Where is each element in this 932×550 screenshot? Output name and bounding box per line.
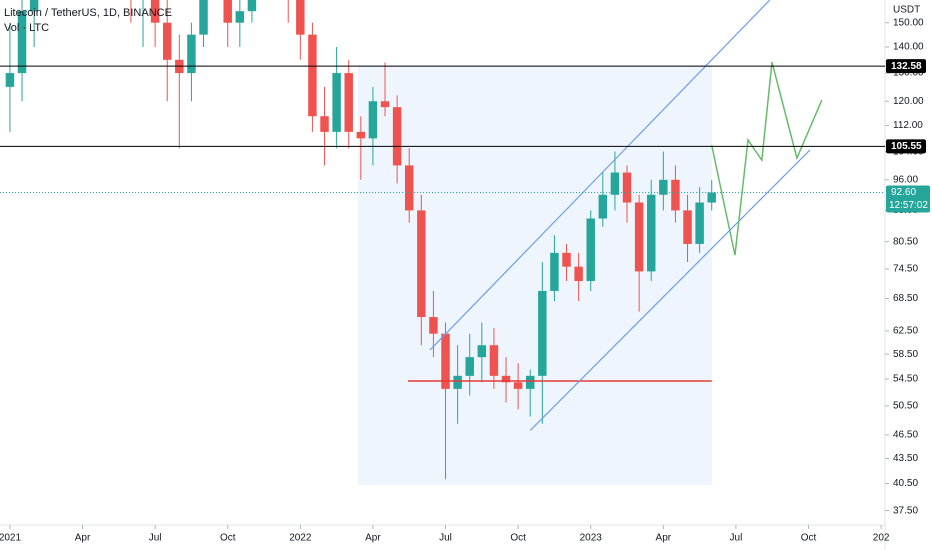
candle-body [332,73,341,132]
y-tick-label: 96.00 [893,174,918,185]
candle-body [574,266,583,282]
level-label-box [886,59,926,74]
x-tick-label: Jul [730,533,743,544]
y-tick-label: 37.50 [893,505,918,516]
candle-body [501,375,511,383]
last-price-label: 92.60 [891,187,916,198]
y-tick-label: 40.50 [893,478,918,489]
level-label-box [886,139,926,154]
y-tick-label: 112.00 [893,120,923,131]
y-tick-label: 62.50 [893,325,918,336]
y-tick-label: 54.50 [893,374,918,385]
candle-body [29,0,39,12]
volume-legend: Vol · LTC [4,22,49,34]
candle-body [538,290,547,376]
y-tick-label: 43.50 [893,453,918,464]
x-tick-label: 2021 [0,533,21,544]
y-tick-label: 50.50 [893,401,918,412]
x-tick-label: Oct [801,533,817,544]
candle-body [247,0,257,12]
y-tick-label: 150.00 [893,17,924,28]
candle-body [17,11,27,74]
y-tick-label: 58.50 [893,349,918,360]
y-tick-label: 46.50 [893,430,918,441]
candle-body [695,202,704,244]
candle-body [344,73,353,132]
candle-body [150,0,160,23]
candle-body [441,333,450,389]
candle-body [586,218,595,282]
candle-body [296,0,305,35]
x-tick-label: Apr [365,533,381,544]
candle-body [525,375,535,389]
candle-body [622,172,632,203]
candle-body [417,210,426,318]
y-tick-label: 130.00 [893,68,924,79]
x-tick-label: 202 [873,533,890,544]
level-label: 105.55 [891,141,922,152]
candle-body [646,194,656,272]
candle-body [320,116,329,132]
channel-line [429,0,771,351]
candle-body [453,375,462,389]
candle-body [356,131,366,139]
y-tick-label: 120.00 [893,96,924,107]
candle-body [610,172,620,195]
candle-body [368,101,378,139]
countdown-label: 12:57:02 [889,200,928,211]
candle-body [634,202,644,272]
candle-body [550,252,559,291]
candle-body [162,22,172,60]
projection-path [710,61,823,256]
candle-body [598,194,608,219]
candle-body [199,0,208,35]
x-tick-label: Oct [510,533,526,544]
volume-profile-range [358,65,712,485]
x-tick-label: Oct [220,533,236,544]
candle-body [223,0,232,23]
candle-body [707,192,716,203]
candle-body [235,11,245,23]
x-tick-label: 2022 [289,533,312,544]
y-tick-label: 140.00 [893,42,924,53]
axes: 150.00140.00130.00120.00112.00104.0096.0… [0,17,930,544]
candle-body [513,382,523,389]
candle-body [683,210,692,244]
y-tick-label: 74.50 [893,264,918,275]
x-tick-label: Jul [149,533,162,544]
candle-body [671,179,680,211]
x-tick-label: Jul [439,533,452,544]
candle-body [380,101,390,108]
candle-body [465,357,474,376]
candle-body [489,345,499,376]
candle-body [392,107,402,166]
x-tick-label: 2023 [580,533,603,544]
y-tick-label: 68.50 [893,293,918,304]
candle-body [187,34,196,74]
candle-body [404,165,414,211]
candle-body [562,252,571,267]
chart-title: Litecoin / TetherUS, 1D, BINANCE [4,7,172,19]
x-tick-label: Apr [75,533,91,544]
candle-body [5,73,15,87]
x-tick-label: Apr [656,533,672,544]
candle-body [477,345,487,358]
candle-body [308,34,317,117]
level-label: 132.58 [891,61,922,72]
plot-area [0,0,885,480]
currency-label: USDT [893,5,920,16]
candle-body [659,179,668,195]
y-tick-label: 80.50 [893,236,918,247]
candle-body [429,317,438,334]
channel-line [529,149,811,431]
last-price-box [886,185,930,213]
